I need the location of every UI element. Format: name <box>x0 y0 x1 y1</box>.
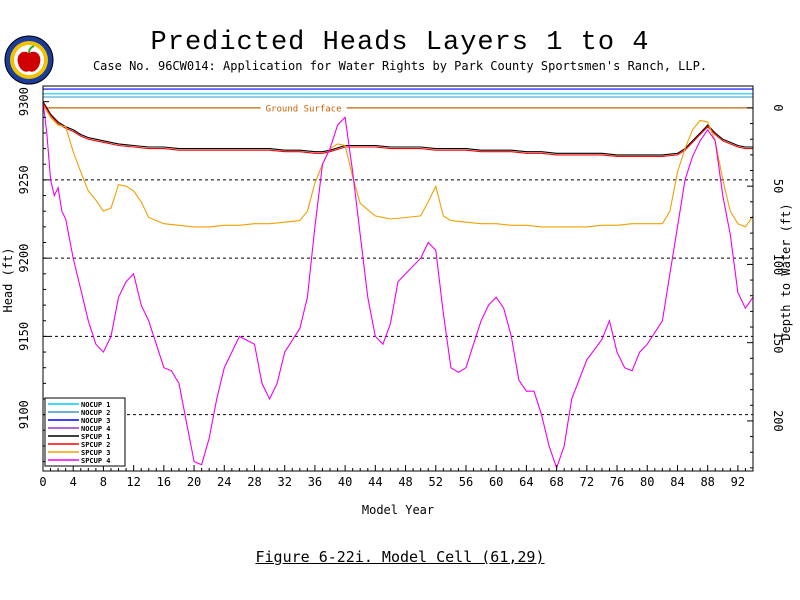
y-axis-ticks: 9100 9150 9200 9250 9300 <box>17 85 49 463</box>
series-line-8 <box>42 101 754 470</box>
chart-subtitle: Case No. 96CW014: Application for Water … <box>92 59 708 73</box>
x-tick-label: 72 <box>580 475 594 489</box>
x-tick-label: 0 <box>39 475 46 489</box>
x-tick-label: 4 <box>70 475 77 489</box>
chart-title: Predicted Heads Layers 1 to 4 <box>150 28 650 58</box>
y-axis-label: Head (ft) <box>1 247 15 312</box>
series-line-6 <box>42 102 753 157</box>
y-tick-label: 9100 <box>17 400 31 429</box>
x-tick-label: 24 <box>217 475 231 489</box>
x-tick-label: 8 <box>100 475 107 489</box>
x-tick-label: 48 <box>398 475 412 489</box>
x-tick-label: 68 <box>549 475 563 489</box>
x-tick-label: 80 <box>640 475 654 489</box>
series-lines <box>42 85 754 470</box>
x-tick-label: 76 <box>610 475 624 489</box>
figure-caption: Figure 6-22i. Model Cell (61,29) <box>0 548 800 566</box>
legend-label: SPCUP 3 <box>81 449 111 457</box>
series-line-7 <box>42 104 754 228</box>
y-tick-label: 9300 <box>17 87 31 116</box>
series-line-5 <box>42 101 753 156</box>
y-tick-label: 9150 <box>17 322 31 351</box>
legend-box <box>44 397 126 467</box>
figure-caption-text: Figure 6-22i. Model Cell (61,29) <box>255 548 545 566</box>
y-tick-label: 9250 <box>17 165 31 194</box>
y2-tick-label: 200 <box>771 410 785 432</box>
x-tick-label: 40 <box>338 475 352 489</box>
legend-label: SPCUP 2 <box>81 441 111 449</box>
legend-label: NOCUP 3 <box>81 417 111 425</box>
y-tick-label: 9200 <box>17 244 31 273</box>
x-axis-ticks: 0 4 8 12 16 20 24 28 32 36 40 44 48 52 56 60 64 68 72 76 80 8… <box>39 465 754 489</box>
legend-label: NOCUP 4 <box>81 425 111 433</box>
x-tick-label: 52 <box>429 475 443 489</box>
ground-surface-label: Ground Surface <box>266 104 342 114</box>
y2-axis-label: Depth to Water (ft) <box>779 203 793 340</box>
x-tick-label: 44 <box>368 475 382 489</box>
legend-label: NOCUP 1 <box>81 401 111 409</box>
legend-label: SPCUP 1 <box>81 433 111 441</box>
plot-frame <box>42 85 754 472</box>
y2-tick-label: 100 <box>771 254 785 276</box>
y2-tick-label: 50 <box>771 179 785 193</box>
x-tick-label: 64 <box>519 475 533 489</box>
x-tick-label: 12 <box>126 475 140 489</box>
x-tick-label: 20 <box>187 475 201 489</box>
grid-lines <box>43 179 753 416</box>
apple-logo <box>4 35 54 85</box>
x-tick-label: 60 <box>489 475 503 489</box>
ground-label-background <box>260 103 347 112</box>
x-tick-label: 16 <box>157 475 171 489</box>
x-tick-label: 36 <box>308 475 322 489</box>
y2-tick-label: 0 <box>771 104 785 111</box>
x-tick-label: 84 <box>670 475 684 489</box>
x-tick-label: 56 <box>459 475 473 489</box>
x-tick-label: 32 <box>277 475 291 489</box>
x-tick-label: 88 <box>700 475 714 489</box>
x-tick-label: 28 <box>247 475 261 489</box>
y2-axis-ticks: 0 50 100 150 200 <box>747 104 785 469</box>
x-tick-label: 92 <box>731 475 745 489</box>
x-axis-label: Model Year <box>362 503 434 517</box>
legend-label: NOCUP 2 <box>81 409 111 417</box>
legend-label: SPCUP 4 <box>81 457 111 465</box>
y2-tick-label: 150 <box>771 332 785 354</box>
